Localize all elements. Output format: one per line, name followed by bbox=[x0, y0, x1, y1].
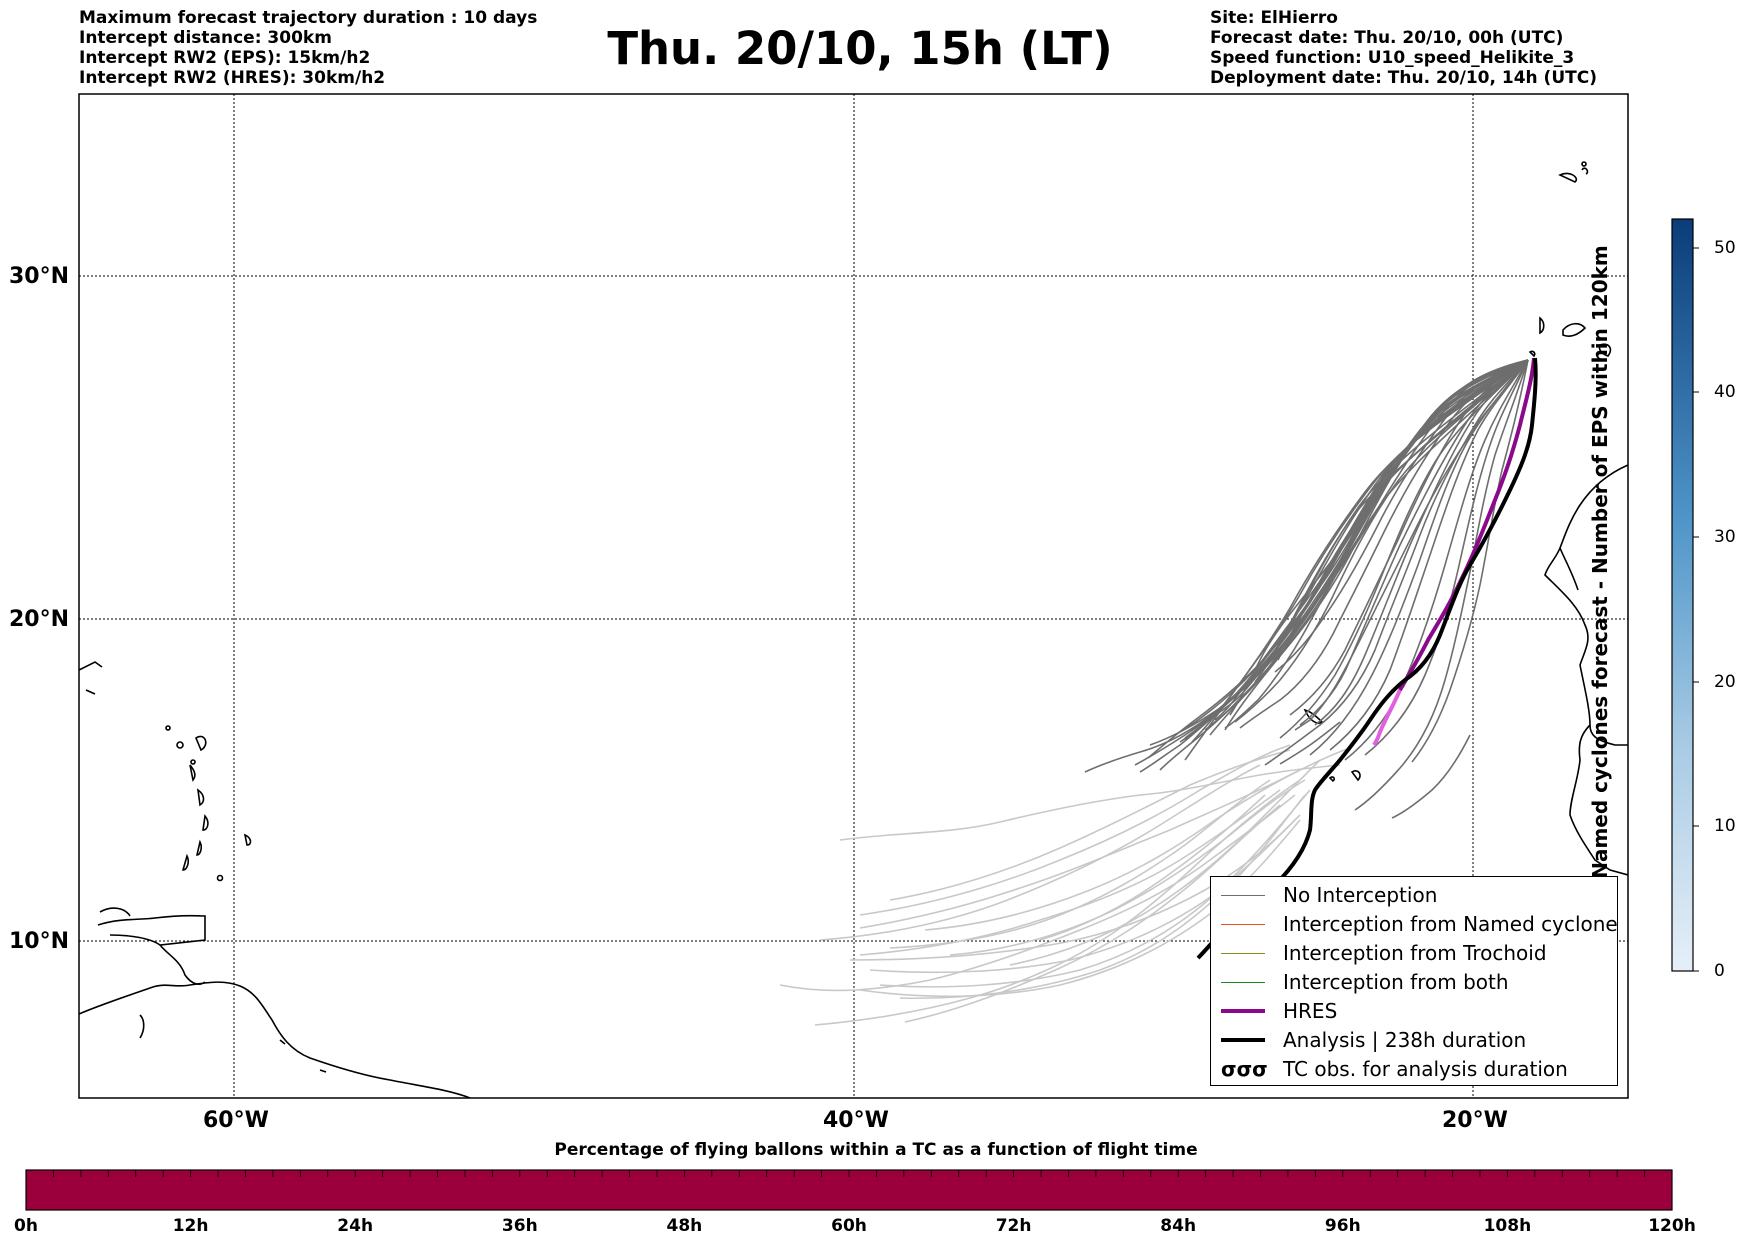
header-info-left-1: Maximum forecast trajectory duration : 1… bbox=[79, 8, 538, 28]
header-info-left-4: Intercept RW2 (HRES): 30km/h2 bbox=[79, 68, 386, 88]
hres-track bbox=[1398, 357, 1536, 691]
lat-label-20n: 20°N bbox=[9, 607, 70, 632]
legend-swatch bbox=[1221, 923, 1265, 925]
legend-label: Interception from both bbox=[1283, 970, 1509, 994]
bottom-bar-tick-label: 12h bbox=[172, 1216, 209, 1236]
legend-item-trochoid: Interception from Trochoid bbox=[1221, 940, 1547, 966]
colorbar-tick-10: 10 bbox=[1714, 816, 1736, 836]
legend-label: HRES bbox=[1283, 999, 1338, 1023]
lat-label-30n: 30°N bbox=[9, 264, 70, 289]
legend-swatch bbox=[1221, 981, 1265, 983]
legend-swatch bbox=[1221, 1009, 1265, 1013]
header-info-left-2: Intercept distance: 300km bbox=[79, 28, 332, 48]
bottom-bar-tick-label: 120h bbox=[1648, 1216, 1696, 1236]
colorbar-tick-20: 20 bbox=[1714, 672, 1736, 692]
map-title: Thu. 20/10, 15h (LT) bbox=[607, 22, 1113, 75]
lon-label-40w: 40°W bbox=[823, 1108, 889, 1133]
bottom-bar-tick-label: 36h bbox=[501, 1216, 538, 1236]
legend-swatch bbox=[1221, 952, 1265, 954]
legend-item-tc-obs: σσσ TC obs. for analysis duration bbox=[1221, 1056, 1568, 1082]
lat-label-10n: 10°N bbox=[9, 929, 70, 954]
bottom-bar-tick-label: 0h bbox=[14, 1216, 38, 1236]
cyclone-colorbar-ticks bbox=[1693, 247, 1699, 972]
legend-item-analysis: Analysis | 238h duration bbox=[1221, 1027, 1526, 1053]
ensemble-tracks-light bbox=[779, 744, 1351, 1026]
tc-percentage-bar-ticks bbox=[25, 1170, 1673, 1177]
coastlines-east bbox=[1303, 161, 1628, 906]
colorbar-tick-0: 0 bbox=[1714, 961, 1725, 981]
legend-item-named-cyclone: Interception from Named cyclone bbox=[1221, 911, 1618, 937]
cyclone-colorbar bbox=[1671, 218, 1694, 972]
bottom-bar-tick-label: 24h bbox=[337, 1216, 374, 1236]
bottom-bar-tick-label: 108h bbox=[1483, 1216, 1532, 1236]
map-frame bbox=[78, 93, 1629, 1099]
colorbar-tick-40: 40 bbox=[1714, 382, 1736, 402]
bottom-bar-tick-label: 72h bbox=[995, 1216, 1032, 1236]
legend-swatch bbox=[1221, 894, 1265, 896]
analysis-track bbox=[1196, 357, 1538, 960]
map-legend: No Interception Interception from Named … bbox=[1210, 876, 1618, 1086]
legend-item-no-interception: No Interception bbox=[1221, 882, 1437, 908]
header-info-right-3: Speed function: U10_speed_Helikite_3 bbox=[1210, 48, 1575, 68]
bottom-bar-tick-label: 48h bbox=[666, 1216, 703, 1236]
colorbar-label: Named cyclones forecast - Number of EPS … bbox=[1588, 245, 1612, 879]
legend-label: Interception from Named cyclone bbox=[1283, 912, 1618, 936]
lon-label-60w: 60°W bbox=[203, 1108, 269, 1133]
legend-swatch bbox=[1221, 1038, 1265, 1042]
tc-obs-symbol: σσσ bbox=[1221, 1057, 1268, 1081]
legend-label: Analysis | 238h duration bbox=[1283, 1028, 1527, 1052]
legend-label: TC obs. for analysis duration bbox=[1283, 1057, 1568, 1081]
bottom-bar-tick-label: 84h bbox=[1160, 1216, 1197, 1236]
colorbar-tick-30: 30 bbox=[1714, 527, 1736, 547]
header-info-right-1: Site: ElHierro bbox=[1210, 8, 1338, 28]
hres-track-light bbox=[1372, 689, 1402, 747]
lon-label-20w: 20°W bbox=[1442, 1108, 1508, 1133]
colorbar-tick-50: 50 bbox=[1714, 238, 1736, 258]
header-info-right-4: Deployment date: Thu. 20/10, 14h (UTC) bbox=[1210, 68, 1597, 88]
ensemble-tracks-no-interception bbox=[1084, 359, 1529, 819]
header-info-left-3: Intercept RW2 (EPS): 15km/h2 bbox=[79, 48, 371, 68]
coastlines-west bbox=[79, 661, 471, 1098]
bottom-bar-tick-label: 60h bbox=[831, 1216, 867, 1236]
bottom-bar-tick-label: 96h bbox=[1324, 1216, 1361, 1236]
legend-label: No Interception bbox=[1283, 883, 1438, 907]
header-info-right-2: Forecast date: Thu. 20/10, 00h (UTC) bbox=[1210, 28, 1564, 48]
legend-item-both: Interception from both bbox=[1221, 969, 1509, 995]
bottom-bar-title: Percentage of flying ballons within a TC… bbox=[554, 1140, 1198, 1160]
legend-item-hres: HRES bbox=[1221, 998, 1337, 1024]
legend-label: Interception from Trochoid bbox=[1283, 941, 1547, 965]
